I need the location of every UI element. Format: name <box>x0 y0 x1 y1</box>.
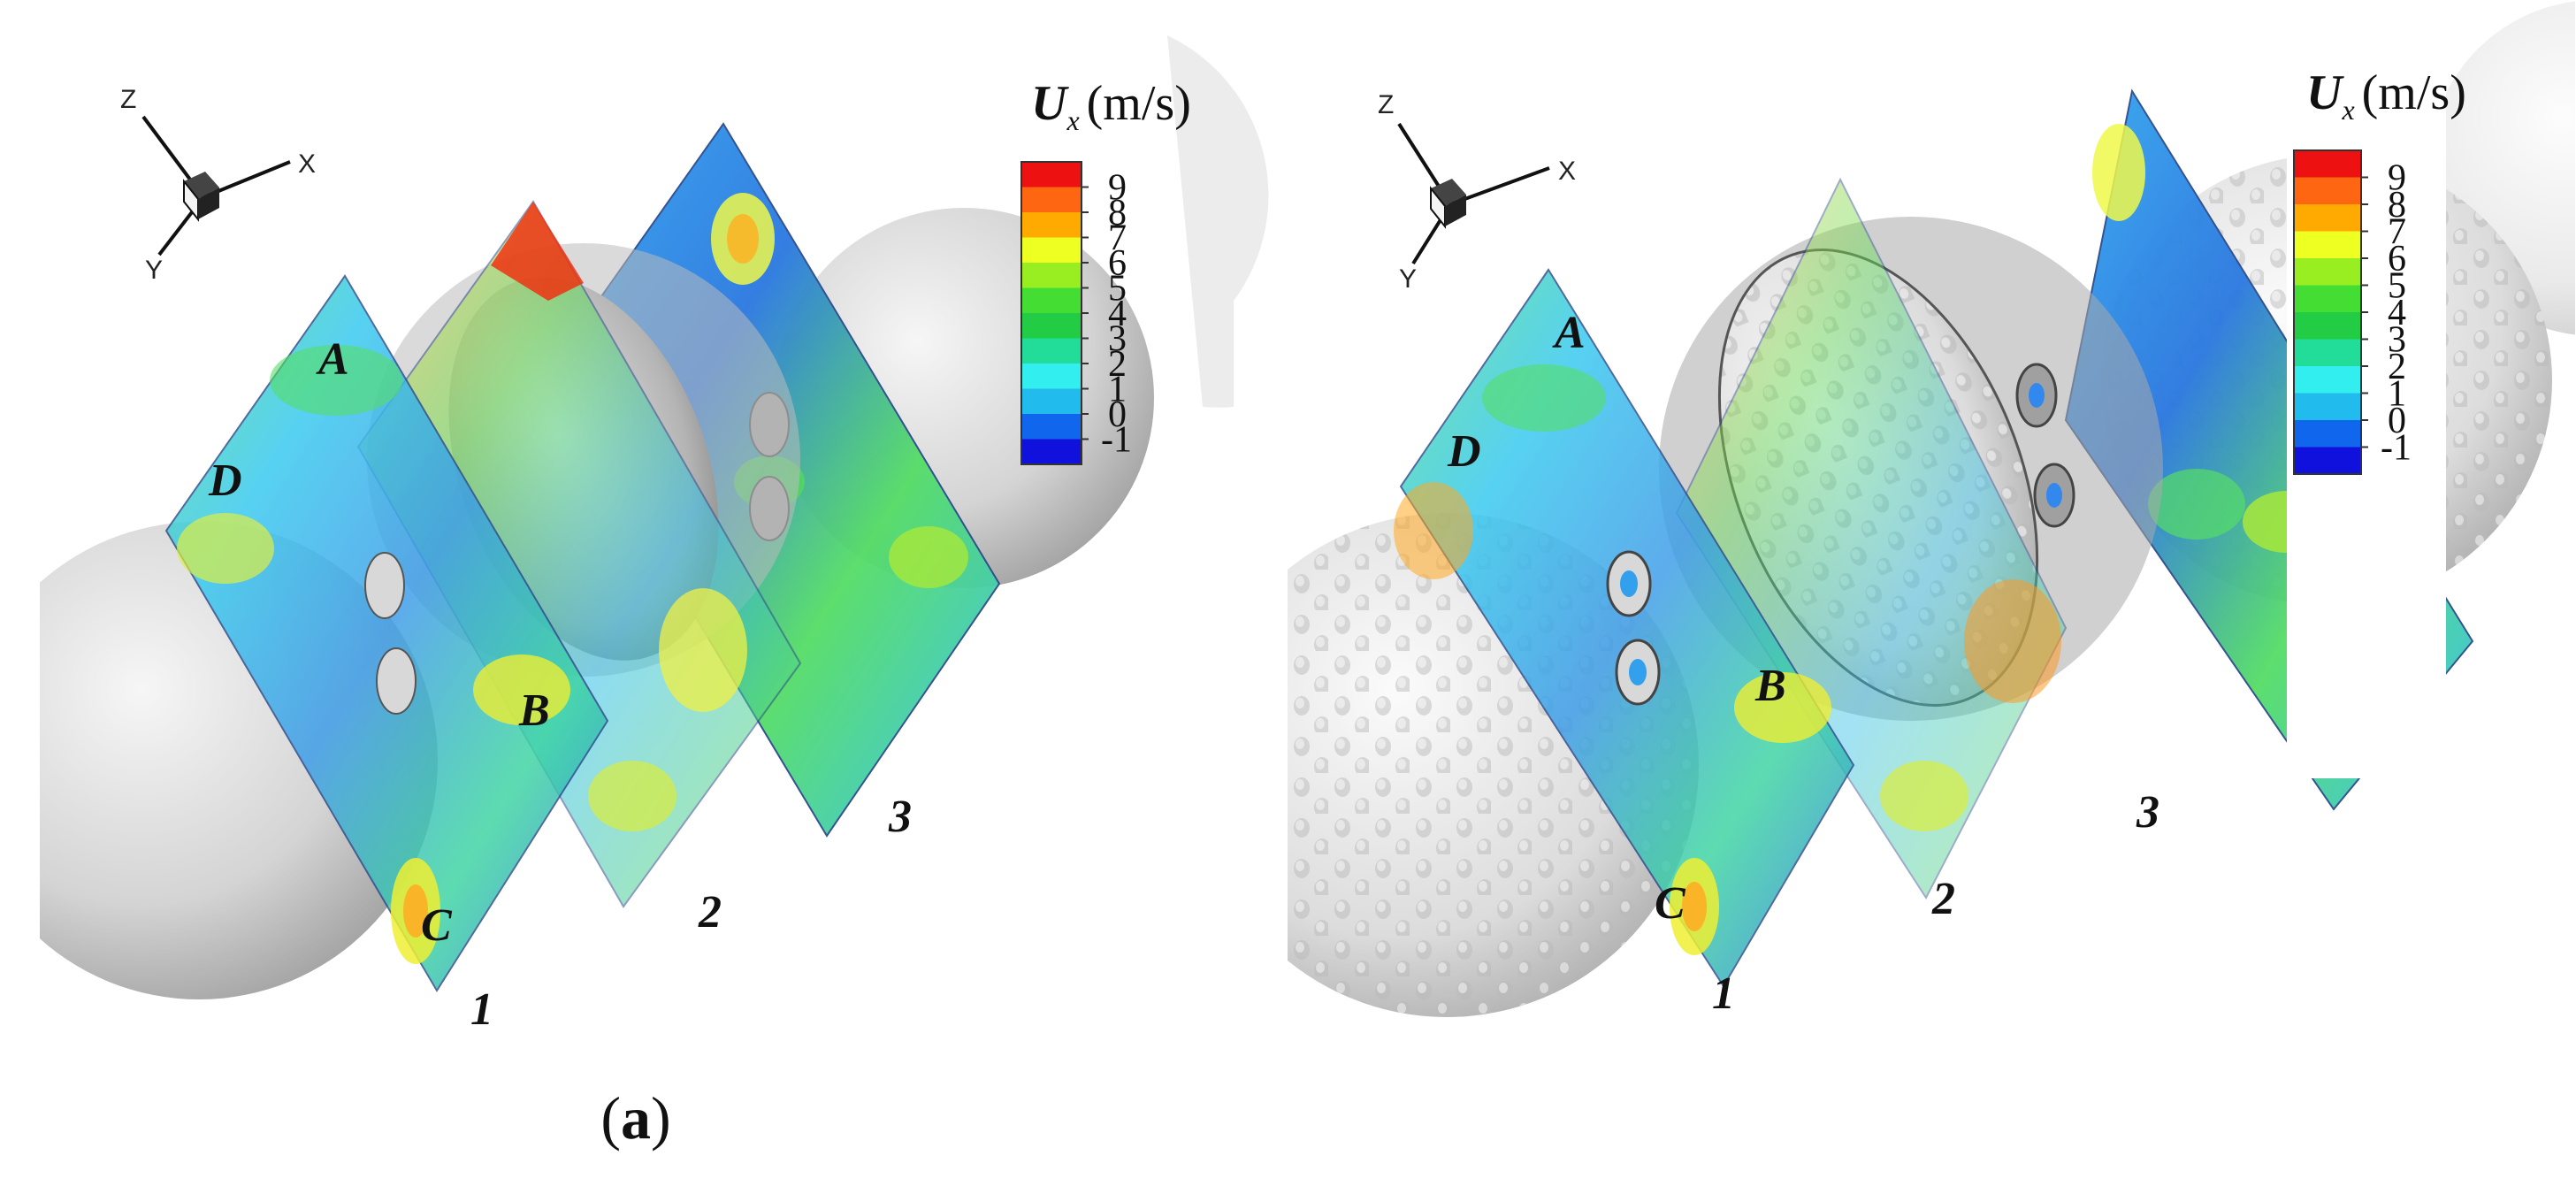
colorbar-tick-label: 3 <box>2388 320 2406 361</box>
colorbar-tick-label: -1 <box>2381 428 2412 469</box>
colorbar-swatch <box>2294 177 2361 204</box>
axis-label-z: Z <box>120 85 136 114</box>
colorbar-swatch <box>2294 420 2361 448</box>
colorbar-swatch <box>1021 388 1082 414</box>
colorbar-swatch <box>1021 414 1082 440</box>
colorbar-tick-label: 9 <box>1108 168 1127 209</box>
colorbar-swatch <box>2294 393 2361 420</box>
contour-plane-2 <box>1675 177 2068 899</box>
colorbar-tick-label: 6 <box>2388 239 2406 279</box>
colorbar-tick-label: 5 <box>1108 269 1127 310</box>
colorbar-tick-label: 1 <box>2388 374 2406 415</box>
colorbar-swatch <box>2294 312 2361 340</box>
axis-label-x: X <box>1558 157 1576 186</box>
colorbar-swatch <box>1021 187 1082 212</box>
label-point-a: A <box>316 334 349 385</box>
label-point-d: D <box>1447 426 1481 477</box>
colorbar-swatch <box>2294 339 2361 366</box>
colorbar-tick-label: 5 <box>2388 266 2406 307</box>
colorbar-tick-label: 9 <box>2388 158 2406 199</box>
colorbar-swatch <box>2294 366 2361 394</box>
colorbar-swatch <box>1021 263 1082 288</box>
colorbar-tick-label: 0 <box>2388 401 2406 441</box>
axis-triad: X Z Y <box>120 85 316 285</box>
contour-plane-2 <box>356 200 802 908</box>
colorbar-tick-label: 2 <box>2388 347 2406 387</box>
colorbar-swatch <box>1021 237 1082 263</box>
label-plane-2: 2 <box>1931 874 1955 924</box>
label-plane-3: 3 <box>2136 787 2159 838</box>
label-point-b: B <box>1754 661 1786 711</box>
colorbar-swatch <box>1021 439 1082 464</box>
colorbar-swatch <box>2294 231 2361 258</box>
label-point-c: C <box>421 900 453 951</box>
axis-label-z: Z <box>1378 90 1394 119</box>
colorbar-tick-label: 7 <box>1108 218 1127 259</box>
label-point-b: B <box>518 685 550 736</box>
colorbar-swatch <box>1021 212 1082 238</box>
colorbar-swatch <box>2294 258 2361 286</box>
colorbar-swatch <box>1021 287 1082 313</box>
axis-label-x: X <box>298 149 316 179</box>
colorbar-tick-label: 6 <box>1108 243 1127 284</box>
label-point-c: C <box>1655 878 1686 929</box>
colorbar-tick-label: 3 <box>1108 319 1127 360</box>
colorbar-tick-label: -1 <box>1101 420 1132 461</box>
colorbar-title-a: Ux (m/s) <box>1031 76 1191 136</box>
colorbar-swatch <box>1021 162 1082 188</box>
axis-triad: X Z Y <box>1378 90 1576 294</box>
contour-plane-1 <box>1394 268 1855 988</box>
colorbar-tick-label: 8 <box>2388 185 2406 226</box>
caption-a: (a) <box>600 1084 671 1152</box>
label-point-d: D <box>208 455 242 506</box>
colorbar-tick-label: 0 <box>1108 394 1127 435</box>
colorbar-swatch <box>1021 364 1082 389</box>
colorbar-swatch <box>2294 204 2361 232</box>
colorbar-tick-label: 8 <box>1108 193 1127 233</box>
label-plane-1: 1 <box>470 984 493 1035</box>
colorbar-swatch <box>2294 285 2361 312</box>
colorbar-tick-label: 4 <box>1108 294 1127 334</box>
contour-plane-1 <box>164 274 609 992</box>
label-plane-2: 2 <box>698 887 722 938</box>
colorbar-swatch <box>1021 338 1082 364</box>
colorbar-tick-label: 7 <box>2388 212 2406 253</box>
label-plane-1: 1 <box>1712 968 1735 1019</box>
label-point-a: A <box>1552 308 1586 358</box>
colorbar-swatch <box>1021 313 1082 339</box>
far-sphere <box>1167 35 1269 408</box>
label-plane-3: 3 <box>888 792 912 842</box>
colorbar-title-b: Ux (m/s) <box>2306 65 2466 126</box>
panel-a: A D B C 1 2 3 X Z Y 9 8 7 6 5 4 3 2 1 0 -1 Ux (m <box>0 35 1269 1152</box>
colorbar-tick-label: 1 <box>1108 370 1127 410</box>
colorbar-tick-label: 2 <box>1108 344 1127 385</box>
colorbar-tick-label: 4 <box>2388 293 2406 333</box>
colorbar-swatch <box>2294 150 2361 178</box>
axis-label-y: Y <box>1399 264 1417 294</box>
axis-label-y: Y <box>145 256 163 285</box>
colorbar-swatch <box>2294 447 2361 474</box>
